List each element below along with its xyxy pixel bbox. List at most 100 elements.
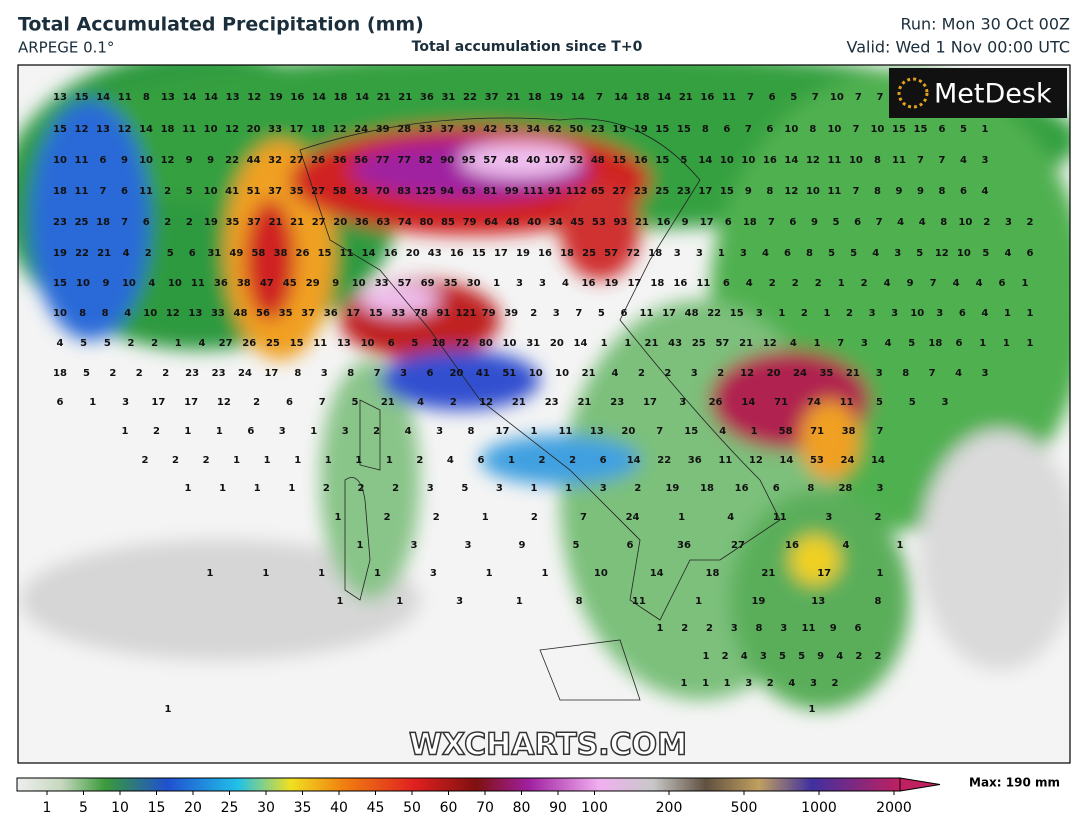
grid-value: 23 bbox=[677, 186, 691, 197]
grid-value: 6 bbox=[855, 623, 862, 634]
grid-value: 2 bbox=[832, 678, 839, 689]
grid-value: 2 bbox=[253, 397, 260, 408]
grid-value: 15 bbox=[290, 338, 304, 349]
grid-value: 19 bbox=[612, 124, 626, 135]
grid-value: 1 bbox=[89, 397, 96, 408]
grid-value: 11 bbox=[313, 338, 327, 349]
grid-value: 10 bbox=[53, 308, 67, 319]
coastline bbox=[299, 117, 781, 621]
grid-value: 13 bbox=[590, 426, 604, 437]
grid-value: 10 bbox=[910, 308, 924, 319]
grid-value: 20 bbox=[247, 124, 261, 135]
grid-value: 22 bbox=[707, 308, 721, 319]
grid-value: 5 bbox=[80, 338, 87, 349]
grid-value: 18 bbox=[53, 186, 67, 197]
grid-value: 51 bbox=[502, 368, 516, 379]
grid-value: 112 bbox=[566, 186, 587, 197]
grid-value: 11 bbox=[718, 455, 732, 466]
grid-value: 2 bbox=[722, 651, 729, 662]
grid-value: 8 bbox=[809, 124, 816, 135]
grid-value: 5 bbox=[186, 186, 193, 197]
grid-value: 3 bbox=[516, 278, 523, 289]
grid-value: 4 bbox=[148, 278, 155, 289]
grid-value: 2 bbox=[186, 217, 193, 228]
grid-value: 2 bbox=[164, 217, 171, 228]
grid-value: 27 bbox=[219, 338, 233, 349]
grid-value: 1 bbox=[335, 512, 342, 523]
grid-value: 5 bbox=[598, 308, 605, 319]
grid-value: 10 bbox=[204, 186, 218, 197]
grid-value: 17 bbox=[627, 278, 641, 289]
grid-value: 53 bbox=[505, 124, 519, 135]
grid-value: 10 bbox=[53, 155, 67, 166]
grid-value: 85 bbox=[441, 217, 455, 228]
grid-value: 6 bbox=[789, 217, 796, 228]
grid-value: 17 bbox=[662, 308, 676, 319]
grid-value: 4 bbox=[960, 155, 967, 166]
grid-value: 10 bbox=[361, 338, 375, 349]
grid-value: 12 bbox=[217, 397, 231, 408]
grid-value: 107 bbox=[544, 155, 565, 166]
grid-value: 10 bbox=[784, 124, 798, 135]
grid-value: 1 bbox=[838, 278, 845, 289]
grid-value: 15 bbox=[720, 186, 734, 197]
grid-value: 51 bbox=[247, 186, 261, 197]
grid-value: 6 bbox=[956, 338, 963, 349]
grid-value: 2 bbox=[162, 368, 169, 379]
watermark: WXCHARTS.COM bbox=[409, 728, 687, 763]
grid-value: 15 bbox=[892, 124, 906, 135]
valid: Valid: Wed 1 Nov 00:00 UTC bbox=[847, 38, 1071, 57]
grid-value: 12 bbox=[118, 124, 132, 135]
grid-value: 80 bbox=[419, 217, 433, 228]
grid-value: 4 bbox=[727, 512, 734, 523]
grid-value: 1 bbox=[703, 651, 710, 662]
grid-value: 9 bbox=[121, 155, 128, 166]
grid-value: 18 bbox=[560, 248, 574, 259]
colorbar-tick-label: 100 bbox=[581, 800, 608, 816]
grid-value: 6 bbox=[143, 217, 150, 228]
grid-value: 1 bbox=[486, 568, 493, 579]
grid-value: 6 bbox=[999, 278, 1006, 289]
grid-value: 1 bbox=[216, 426, 223, 437]
grid-value: 17 bbox=[700, 217, 714, 228]
grid-value: 4 bbox=[1004, 248, 1011, 259]
grid-value: 2 bbox=[153, 426, 160, 437]
grid-value: 36 bbox=[420, 92, 434, 103]
grid-value: 17 bbox=[496, 426, 510, 437]
grid-value: 2 bbox=[815, 278, 822, 289]
colorbar-tick-label: 50 bbox=[403, 800, 421, 816]
grid-value: 1 bbox=[508, 455, 515, 466]
grid-value: 15 bbox=[53, 124, 67, 135]
grid-value: 2 bbox=[855, 651, 862, 662]
grid-value: 1 bbox=[254, 483, 261, 494]
grid-value: 4 bbox=[836, 651, 843, 662]
grid-value: 20 bbox=[406, 248, 420, 259]
grid-value: 8 bbox=[874, 155, 881, 166]
grid-value: 4 bbox=[788, 678, 795, 689]
grid-value: 1 bbox=[695, 596, 702, 607]
grid-value: 91 bbox=[548, 186, 562, 197]
grid-value: 37 bbox=[247, 217, 261, 228]
grid-value: 4 bbox=[885, 338, 892, 349]
grid-value: 14 bbox=[779, 455, 793, 466]
grid-value: 8 bbox=[102, 308, 109, 319]
grid-value: 6 bbox=[769, 92, 776, 103]
grid-value: 3 bbox=[745, 678, 752, 689]
grid-value: 6 bbox=[1027, 248, 1034, 259]
grid-value: 17 bbox=[817, 568, 831, 579]
grid-value: 3 bbox=[891, 308, 898, 319]
grid-value: 79 bbox=[463, 217, 477, 228]
grid-value: 16 bbox=[634, 155, 648, 166]
grid-value: 15 bbox=[472, 248, 486, 259]
grid-value: 37 bbox=[440, 124, 454, 135]
grid-value: 7 bbox=[121, 217, 128, 228]
grid-value: 21 bbox=[398, 92, 412, 103]
grid-value: 19 bbox=[549, 92, 563, 103]
grid-value: 37 bbox=[485, 92, 499, 103]
grid-value: 91 bbox=[437, 308, 451, 319]
max-label: Max: 190 mm bbox=[969, 776, 1060, 790]
grid-value: 6 bbox=[600, 455, 607, 466]
grid-value: 6 bbox=[723, 124, 730, 135]
grid-value: 10 bbox=[957, 248, 971, 259]
grid-value: 4 bbox=[843, 540, 850, 551]
